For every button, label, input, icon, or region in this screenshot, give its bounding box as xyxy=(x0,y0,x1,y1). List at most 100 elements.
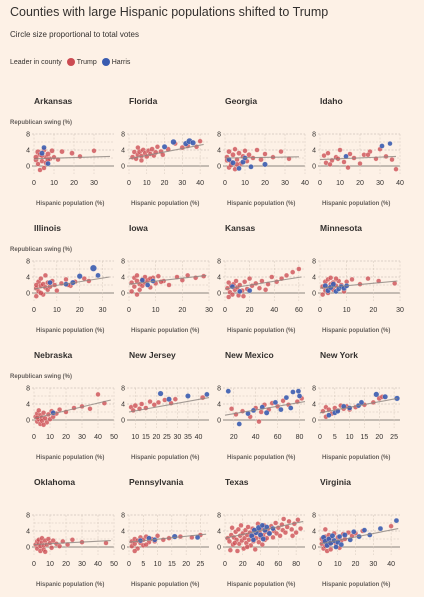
harris-point xyxy=(190,139,196,146)
trump-point xyxy=(38,276,44,282)
y-tick-label: 8 xyxy=(26,513,30,520)
harris-point xyxy=(47,279,53,286)
trend-line xyxy=(319,528,399,545)
trump-point xyxy=(131,284,137,290)
trump-point xyxy=(33,282,39,288)
trump-point xyxy=(389,157,395,163)
x-axis-label: Hispanic population (%) xyxy=(227,201,295,207)
trump-point xyxy=(328,275,334,281)
y-tick-label: 8 xyxy=(121,513,125,520)
trump-point xyxy=(345,165,351,171)
harris-point xyxy=(336,533,343,540)
trump-point xyxy=(69,537,75,543)
y-tick-label: 8 xyxy=(312,132,316,139)
x-tick-label: 10 xyxy=(241,180,249,187)
x-tick-label: 25 xyxy=(163,434,171,441)
harris-point xyxy=(333,544,339,550)
trump-point xyxy=(38,290,44,296)
trump-point xyxy=(35,161,41,167)
trump-point xyxy=(296,266,302,272)
x-tick-label: 30 xyxy=(369,561,377,568)
trump-point xyxy=(244,544,250,550)
harris-point xyxy=(248,164,254,170)
harris-point xyxy=(382,393,388,400)
trend-line xyxy=(319,280,398,289)
trump-point xyxy=(286,156,292,162)
y-tick-label: 4 xyxy=(217,529,221,536)
trump-point xyxy=(252,546,258,552)
y-tick-label: 8 xyxy=(121,132,125,139)
x-axis-label: Hispanic population (%) xyxy=(322,455,390,461)
trump-point xyxy=(143,542,149,548)
trump-point xyxy=(229,525,235,531)
trump-point xyxy=(166,282,172,288)
x-tick-label: 20 xyxy=(70,180,78,187)
x-tick-label: 30 xyxy=(281,180,289,187)
harris-point xyxy=(76,273,83,280)
panel-title: New York xyxy=(320,350,358,360)
trump-point xyxy=(259,542,265,548)
x-axis-label: Hispanic population (%) xyxy=(322,201,390,207)
trump-point xyxy=(49,148,55,154)
harris-point xyxy=(39,150,45,157)
trump-point xyxy=(280,398,286,404)
panel-title: Florida xyxy=(129,96,158,106)
harris-point xyxy=(89,264,97,272)
trend-line xyxy=(319,155,397,161)
x-tick-label: 40 xyxy=(396,180,404,187)
harris-point xyxy=(290,389,296,395)
trump-point xyxy=(242,279,248,285)
trump-point xyxy=(240,293,247,299)
x-tick-label: 20 xyxy=(178,307,186,314)
trump-point xyxy=(134,272,140,278)
y-tick-label: 4 xyxy=(26,402,30,409)
harris-point xyxy=(373,391,380,398)
x-tick-label: 20 xyxy=(161,180,169,187)
harris-point xyxy=(295,388,302,394)
trump-point xyxy=(59,148,65,155)
harris-point xyxy=(283,394,290,401)
y-tick-label: 0 xyxy=(26,291,30,298)
x-tick-label: 60 xyxy=(274,434,282,441)
harris-point xyxy=(263,409,270,416)
trump-point xyxy=(42,549,48,555)
trump-point xyxy=(129,288,135,294)
x-tick-label: 60 xyxy=(295,307,303,314)
trump-point xyxy=(41,165,47,171)
panel-title: Virginia xyxy=(320,477,351,487)
trump-point xyxy=(245,524,251,530)
y-tick-label: 0 xyxy=(121,164,125,171)
y-tick-label: 0 xyxy=(121,418,125,425)
harris-point xyxy=(262,161,268,168)
x-tick-label: 0 xyxy=(223,307,227,314)
x-tick-label: 30 xyxy=(78,561,86,568)
panel-georgia: Georgia 0 4 8 0 10 20 30 40 Hispanic population (… xyxy=(217,96,309,207)
x-tick-label: 0 xyxy=(318,307,322,314)
trump-point xyxy=(172,396,178,402)
panel-oklahoma: Oklahoma 0 4 8 0 10 20 30 40 50 Hispanic populatio… xyxy=(26,477,118,588)
x-tick-label: 0 xyxy=(32,180,36,187)
harris-point xyxy=(171,533,178,540)
panel-florida: Florida 0 4 8 0 10 20 30 40 Hispanic population (… xyxy=(121,96,209,207)
x-tick-label: 35 xyxy=(184,434,192,441)
harris-point xyxy=(259,522,266,529)
y-tick-label: 4 xyxy=(26,275,30,282)
x-tick-label: 10 xyxy=(50,180,58,187)
trump-point xyxy=(286,518,292,524)
x-tick-label: 20 xyxy=(62,561,70,568)
y-tick-label: 4 xyxy=(217,402,221,409)
x-tick-label: 0 xyxy=(127,561,131,568)
trump-point xyxy=(232,146,238,152)
y-tick-label: 4 xyxy=(121,402,125,409)
x-tick-label: 30 xyxy=(205,307,213,314)
trump-point xyxy=(54,288,60,294)
panel-title: Iowa xyxy=(129,223,148,233)
chart-title: Counties with large Hispanic populations… xyxy=(10,5,329,19)
trump-point xyxy=(227,547,233,553)
x-axis-label: Hispanic population (%) xyxy=(322,582,390,588)
x-axis-label: Hispanic population (%) xyxy=(36,455,104,461)
x-tick-label: 40 xyxy=(301,180,309,187)
harris-point xyxy=(272,399,279,406)
harris-point xyxy=(225,388,231,394)
panel-title: Minnesota xyxy=(320,223,362,233)
